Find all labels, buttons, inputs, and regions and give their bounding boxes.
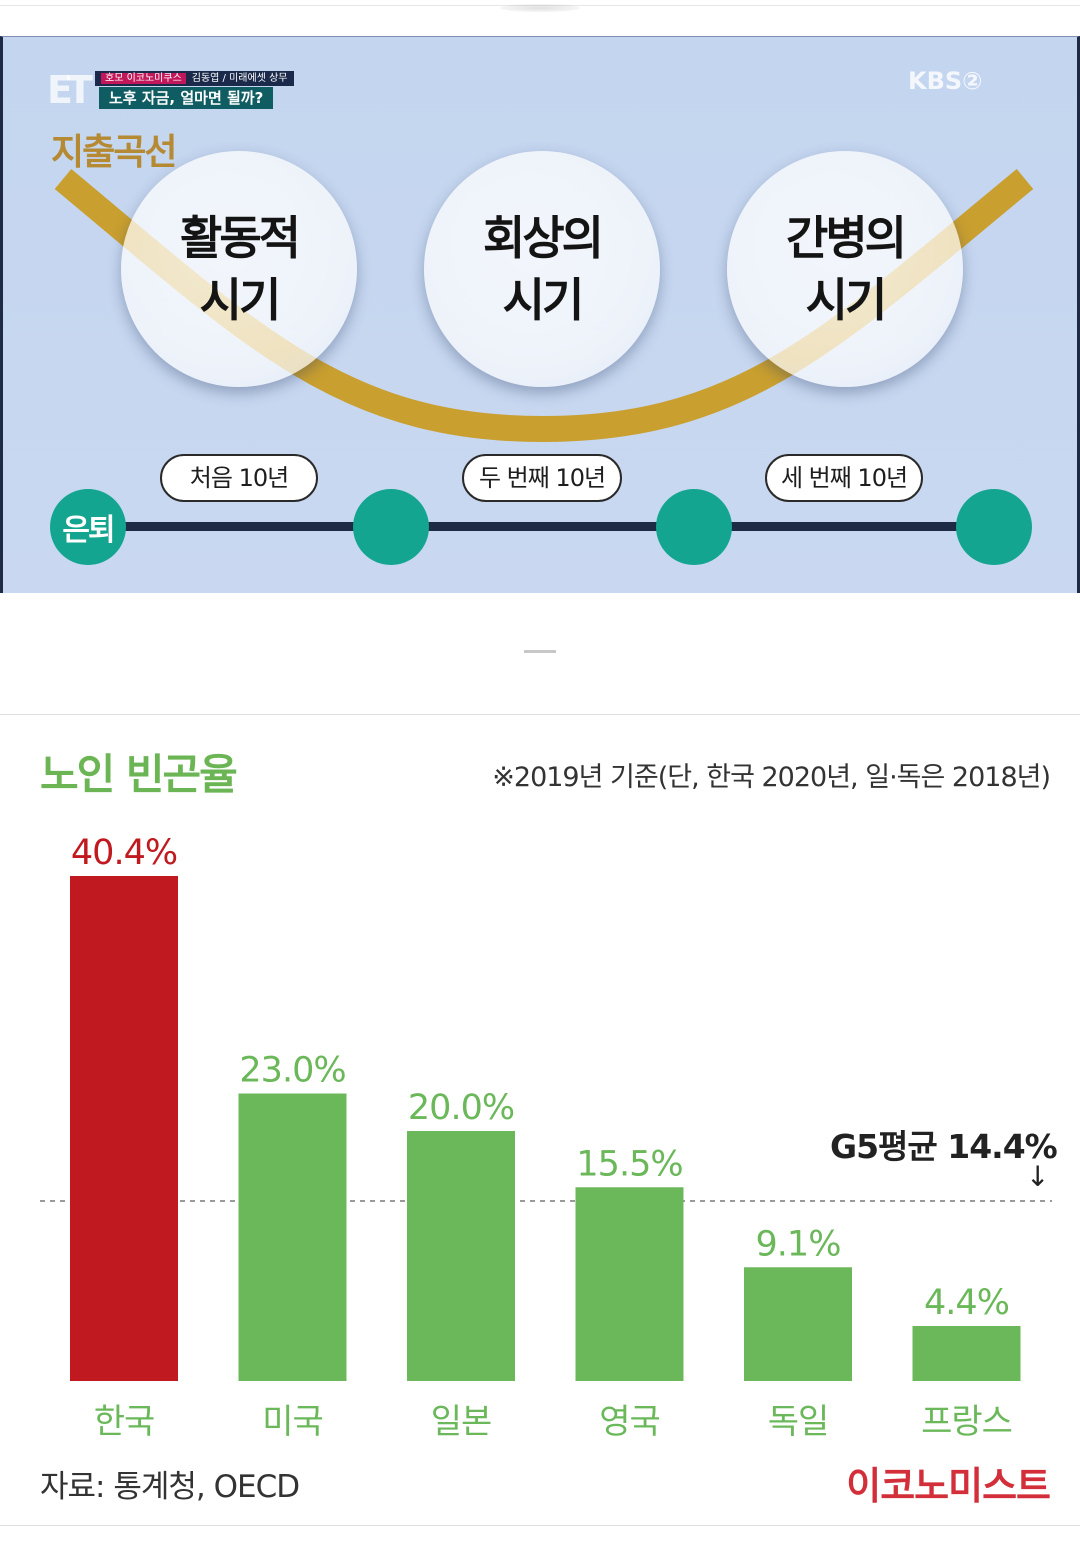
timeline-node-3: [956, 489, 1032, 565]
phase-line2: 시기: [502, 273, 585, 327]
program-logo: ET: [47, 68, 93, 112]
bar-value-label-5: 4.4%: [924, 1283, 1009, 1323]
bar-4: [744, 1267, 852, 1381]
chart-source: 자료: 통계청, OECD: [40, 1469, 300, 1505]
bar-value-label-0: 40.4%: [71, 833, 177, 873]
category-label-4: 독일: [768, 1402, 829, 1442]
top-separator: [0, 0, 1080, 6]
down-arrow-icon: ↓: [1026, 1160, 1050, 1193]
timeline-line: [93, 522, 993, 531]
chart-title: 노인 빈곤율: [40, 750, 238, 799]
decade-pill-first: 처음 10년: [160, 454, 318, 502]
timeline-node-1: [353, 489, 429, 565]
bar-0: [70, 876, 178, 1381]
section-divider: [524, 650, 556, 653]
timeline-node-retirement: 은퇴: [50, 489, 126, 565]
caption-main: 노후 자금, 얼마면 될까?: [99, 87, 274, 109]
reference-line-label: G5평균 14.4%: [830, 1127, 1058, 1166]
timeline-node-2: [656, 489, 732, 565]
phase-circle-active: 활동적 시기: [121, 151, 357, 387]
bar-value-label-3: 15.5%: [576, 1144, 682, 1184]
bar-chart-svg: 40.4% 한국 23.0% 미국 20.0% 일본 15.5% 영국 9.1% 독일 4.4% 프랑…: [40, 833, 1052, 1442]
bar-5: [912, 1326, 1021, 1381]
caption-tag: 호모 이코노미쿠스: [101, 73, 186, 84]
poverty-rate-chart: 노인 빈곤율 ※2019년 기준(단, 한국 2020년, 일·독은 2018년…: [0, 714, 1080, 1526]
category-label-5: 프랑스: [921, 1402, 1012, 1442]
category-label-2: 일본: [431, 1402, 492, 1442]
bar-3: [575, 1187, 684, 1381]
phase-line2: 시기: [199, 273, 282, 327]
category-label-0: 한국: [94, 1402, 155, 1442]
phase-circle-care: 간병의 시기: [727, 151, 963, 387]
top-separator-shadow: [500, 4, 580, 12]
phase-circle-reflection: 회상의 시기: [424, 151, 660, 387]
bar-value-label-2: 20.0%: [408, 1088, 514, 1128]
caption-guest: 김동엽 / 미래에셋 상무: [191, 73, 288, 84]
bar-value-label-1: 23.0%: [239, 1051, 345, 1091]
caption-top: 호모 이코노미쿠스 김동엽 / 미래에셋 상무: [95, 71, 294, 86]
broadcast-still: ET 호모 이코노미쿠스 김동엽 / 미래에셋 상무 노후 자금, 얼마면 될까?…: [0, 36, 1080, 593]
channel-logo: KBS②: [908, 67, 983, 95]
category-label-1: 미국: [262, 1402, 323, 1442]
phase-line1: 간병의: [786, 211, 907, 265]
phase-line2: 시기: [805, 273, 888, 327]
phase-line1: 회상의: [483, 211, 604, 265]
bar-2: [407, 1131, 515, 1381]
publisher-logo: 이코노미스트: [846, 1464, 1051, 1508]
decade-pill-third: 세 번째 10년: [765, 454, 923, 502]
chart-note: ※2019년 기준(단, 한국 2020년, 일·독은 2018년): [492, 762, 1051, 793]
category-label-3: 영국: [599, 1402, 660, 1442]
bar-1: [238, 1093, 347, 1381]
decade-pill-second: 두 번째 10년: [462, 454, 622, 502]
bar-value-label-4: 9.1%: [756, 1224, 841, 1264]
phase-line1: 활동적: [180, 211, 301, 265]
curve-title: 지출곡선: [51, 132, 177, 173]
